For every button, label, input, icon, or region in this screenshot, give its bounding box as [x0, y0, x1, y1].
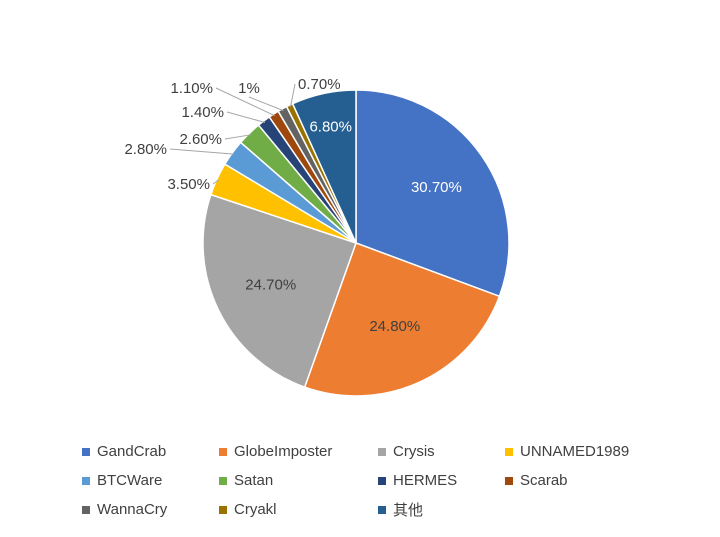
data-labels: 30.70% 24.80% 24.70% 3.50% 2.80% 2.60% 1.40% 1.…	[124, 76, 461, 335]
legend-swatch	[378, 447, 386, 456]
legend-label: Cryakl	[234, 501, 277, 518]
legend-item-crysis: Crysis	[378, 443, 505, 460]
legend-swatch	[505, 476, 513, 485]
legend-label: BTCWare	[97, 472, 163, 489]
data-label: 24.80%	[369, 318, 420, 335]
data-label: 1.10%	[170, 80, 213, 97]
legend-item-gandcrab: GandCrab	[82, 443, 219, 460]
legend-label: Scarab	[520, 472, 568, 489]
data-label: 6.80%	[309, 118, 352, 135]
legend-swatch	[219, 476, 227, 485]
legend-label: UNNAMED1989	[520, 443, 630, 460]
data-label: 1%	[238, 80, 260, 97]
data-label: 24.70%	[245, 277, 296, 294]
legend-item-unnamed1989: UNNAMED1989	[505, 443, 682, 460]
data-label: 0.70%	[298, 76, 341, 93]
legend-swatch	[82, 476, 90, 485]
legend-item-satan: Satan	[219, 472, 378, 489]
pie-slices	[202, 89, 510, 397]
legend-swatch	[378, 476, 386, 485]
legend-label: WannaCry	[97, 501, 168, 518]
data-label: 2.60%	[179, 131, 222, 148]
legend-swatch	[82, 505, 90, 514]
leader-line	[212, 179, 220, 185]
legend-item-hermes: HERMES	[378, 472, 505, 489]
pie-chart: 30.70% 24.80% 24.70% 3.50% 2.80% 2.60% 1.40% 1.…	[124, 76, 510, 397]
legend-swatch	[505, 447, 513, 456]
legend-swatch	[219, 505, 227, 514]
legend-item-scarab: Scarab	[505, 472, 682, 489]
data-label: 2.80%	[124, 141, 167, 158]
legend-item-btcware: BTCWare	[82, 472, 219, 489]
legend-label: GandCrab	[97, 443, 167, 460]
leader-lines	[169, 83, 296, 185]
legend-item-cryakl: Cryakl	[219, 501, 378, 518]
legend-row: GandCrab GlobeImposter Crysis UNNAMED198…	[82, 437, 682, 466]
legend-swatch	[82, 447, 90, 456]
legend-label: HERMES	[393, 472, 458, 489]
legend-label: 其他	[393, 502, 424, 519]
legend-row: WannaCry Cryakl 其他	[82, 495, 682, 524]
leader-line	[248, 96, 284, 112]
leader-line	[289, 83, 296, 108]
pie-slice-gandcrab	[355, 89, 510, 298]
legend-item-other: 其他	[378, 499, 505, 520]
legend-label: GlobeImposter	[234, 443, 333, 460]
leader-line	[215, 87, 275, 117]
pie-slice-crysis	[202, 193, 357, 389]
pie-slice-globeimposter	[303, 242, 501, 397]
pie-slice-other	[291, 89, 357, 244]
legend-label: Satan	[234, 472, 274, 489]
leader-line	[224, 134, 251, 140]
legend-swatch	[378, 505, 386, 514]
leader-line	[226, 111, 266, 123]
data-label: 3.50%	[167, 176, 210, 193]
legend-item-globeimposter: GlobeImposter	[219, 443, 378, 460]
legend-label: Crysis	[393, 443, 435, 460]
data-label: 1.40%	[181, 104, 224, 121]
chart-legend: GandCrab GlobeImposter Crysis UNNAMED198…	[82, 437, 682, 524]
leader-line	[169, 148, 234, 155]
data-label: 30.70%	[411, 179, 462, 196]
legend-row: BTCWare Satan HERMES Scarab	[82, 466, 682, 495]
legend-swatch	[219, 447, 227, 456]
legend-item-wannacry: WannaCry	[82, 501, 219, 518]
